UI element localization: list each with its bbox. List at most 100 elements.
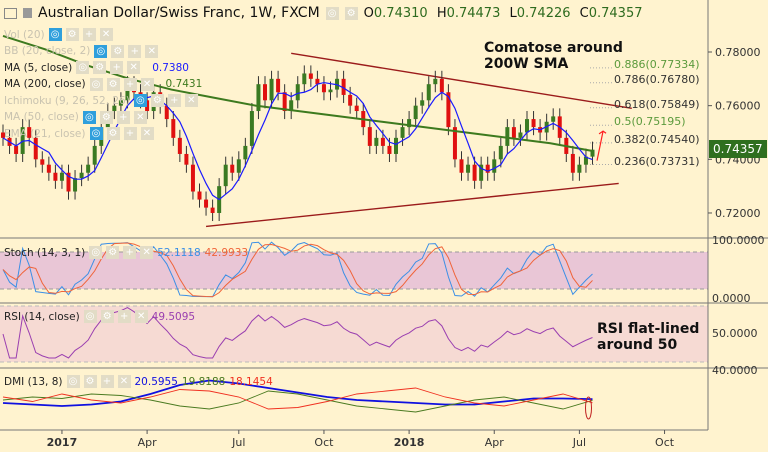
candle (407, 119, 412, 128)
candle (374, 137, 379, 146)
remove-icon[interactable]: ✕ (140, 127, 154, 140)
indicator-legend[interactable]: Vol (20) ◎ ⚙ + ✕ (4, 28, 125, 41)
visibility-icon[interactable]: ◎ (89, 127, 103, 140)
dmi-minus_di-line (2, 387, 593, 410)
adx-value: 20.5955 (134, 375, 178, 388)
price-tick-label: 0.78000 (715, 46, 761, 59)
candle (426, 84, 431, 101)
candle (40, 159, 45, 165)
candle (223, 164, 228, 187)
settings-icon[interactable]: ⚙ (344, 6, 358, 20)
flag-icon[interactable] (23, 8, 32, 18)
remove-icon[interactable]: ✕ (127, 61, 141, 74)
visibility-icon[interactable]: ◎ (133, 94, 147, 107)
candle (164, 105, 169, 120)
time-tick-label: 2018 (394, 436, 425, 449)
remove-icon[interactable]: ✕ (140, 77, 154, 91)
add-icon[interactable]: + (123, 127, 137, 140)
add-icon[interactable]: + (167, 94, 181, 107)
candle (420, 100, 425, 106)
add-icon[interactable]: + (128, 44, 142, 58)
candle (92, 145, 97, 165)
collapse-icon[interactable] (4, 7, 17, 19)
indicator-legend[interactable]: MA (200, close) ◎ ⚙ + ✕ 0.7431 (4, 77, 203, 91)
candle (66, 172, 71, 192)
fib-level-label: 0.382(0.74540) (614, 132, 700, 146)
visibility-icon[interactable]: ◎ (76, 61, 90, 74)
candle (263, 84, 267, 101)
candle (190, 164, 195, 192)
candle (276, 78, 281, 93)
candle (498, 145, 503, 160)
candle (479, 164, 484, 181)
visibility-icon[interactable]: ◎ (82, 110, 96, 124)
candle (14, 145, 19, 154)
candle (112, 105, 117, 112)
settings-icon[interactable]: ⚙ (65, 28, 79, 41)
candle (230, 164, 235, 173)
candle (551, 116, 556, 122)
minus-di-value: 18.1454 (229, 375, 273, 388)
visibility-icon[interactable]: ◎ (48, 28, 62, 41)
candle (511, 127, 516, 138)
rsi-annotation: RSI flat-lined around 50 (597, 321, 700, 353)
candle (33, 137, 38, 160)
fib-level-label: 0.886(0.77334) (614, 57, 700, 71)
rsi-axis-50: 50.0000 (712, 327, 758, 340)
remove-icon[interactable]: ✕ (133, 110, 147, 124)
candle (328, 89, 333, 93)
settings-icon[interactable]: ⚙ (150, 94, 164, 107)
candle (184, 153, 189, 165)
chart-title: Australian Dollar/Swiss Franc, 1W, FXCM … (4, 5, 648, 21)
candle (125, 84, 130, 101)
indicator-legend[interactable]: MA (5, close) ◎ ⚙ + ✕ 0.7380 (4, 61, 189, 74)
remove-icon[interactable]: ✕ (184, 94, 198, 107)
candle (583, 156, 588, 165)
candle (145, 100, 150, 112)
candle (492, 159, 497, 173)
remove-icon[interactable]: ✕ (145, 44, 159, 58)
fib-level-label: 0.618(0.75849) (614, 97, 700, 111)
candle (46, 164, 51, 173)
fib-level-label: 0.786(0.76780) (614, 72, 700, 86)
add-icon[interactable]: + (82, 28, 96, 41)
candle (1, 132, 5, 138)
hide-icon[interactable]: ◎ (325, 6, 339, 20)
settings-icon[interactable]: ⚙ (93, 61, 107, 74)
visibility-icon[interactable]: ◎ (89, 77, 103, 91)
stoch-legend: Stoch (14, 3, 1) ◎ ⚙ + ✕ 52.1118 42.9933 (4, 246, 249, 259)
settings-icon[interactable]: ⚙ (106, 77, 120, 91)
add-icon[interactable]: + (116, 110, 130, 124)
time-tick-label: Jul (231, 436, 245, 449)
visibility-icon[interactable]: ◎ (94, 44, 108, 58)
candle (289, 100, 294, 112)
stoch-d-value: 42.9933 (204, 246, 249, 259)
settings-icon[interactable]: ⚙ (111, 44, 125, 58)
indicator-legend[interactable]: EMA (21, close) ◎ ⚙ + ✕ (4, 127, 166, 140)
rsi-legend: RSI (14, close) ◎ ⚙ + ✕ 49.5095 (4, 310, 196, 323)
candle (20, 127, 25, 154)
indicator-legend[interactable]: Ichimoku (9, 26, 52, 26) ◎ ⚙ + ✕ (4, 94, 210, 107)
fib-level-label: 0.236(0.73731) (614, 154, 700, 168)
symbol-label[interactable]: Australian Dollar/Swiss Franc, 1W, FXCM (38, 5, 320, 21)
candle (341, 78, 346, 95)
indicator-legend[interactable]: MA (50, close) ◎ ⚙ + ✕ (4, 110, 159, 124)
candle (387, 145, 392, 154)
indicator-legend[interactable]: BB (20, close, 2) ◎ ⚙ + ✕ (4, 44, 170, 58)
add-icon[interactable]: + (110, 61, 124, 74)
candle (348, 94, 353, 106)
candle (380, 137, 385, 146)
ma5-line (2, 81, 593, 201)
candle (73, 178, 78, 192)
candle (53, 172, 58, 181)
add-icon[interactable]: + (123, 77, 137, 91)
comatose-annotation: Comatose around 200W SMA (484, 40, 623, 72)
remove-icon[interactable]: ✕ (99, 28, 113, 41)
candle (321, 84, 326, 93)
settings-icon[interactable]: ⚙ (106, 127, 120, 140)
candle (302, 73, 307, 85)
candle (315, 78, 320, 85)
upper-trendline (291, 52, 632, 110)
candle (204, 199, 209, 208)
settings-icon[interactable]: ⚙ (99, 110, 113, 124)
